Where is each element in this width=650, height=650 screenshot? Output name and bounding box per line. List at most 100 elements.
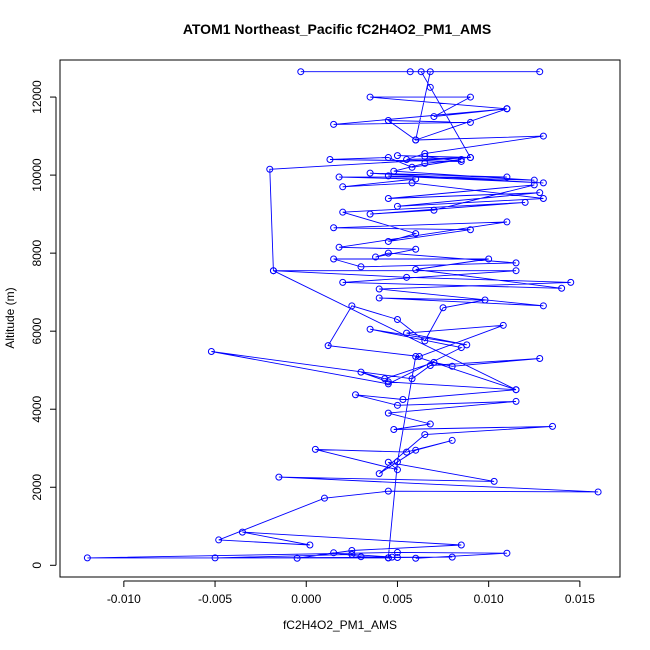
data-point [352, 391, 360, 399]
data-point [412, 230, 420, 238]
data-point [426, 420, 434, 428]
data-point [339, 278, 347, 286]
x-tick-label: 0.010 [474, 592, 504, 606]
data-point [466, 154, 474, 162]
x-tick-label: -0.010 [107, 592, 141, 606]
data-point [366, 93, 374, 101]
data-point [539, 302, 547, 310]
data-point [539, 179, 547, 187]
data-point [384, 249, 392, 257]
y-tick-label: 2000 [30, 474, 44, 501]
data-point [393, 548, 401, 556]
data-point [384, 172, 392, 180]
data-point [412, 554, 420, 562]
data-point [390, 426, 398, 434]
data-point [366, 169, 374, 177]
data-point [530, 181, 538, 189]
x-tick-label: -0.005 [198, 592, 232, 606]
data-point [403, 329, 411, 337]
data-point [366, 210, 374, 218]
data-point [594, 488, 602, 496]
data-point [512, 386, 520, 394]
data-point [324, 342, 332, 350]
data-point [503, 173, 511, 181]
data-point [457, 541, 465, 549]
data-point [403, 448, 411, 456]
x-tick-label: 0.005 [382, 592, 412, 606]
x-axis-label: fC2H4O2_PM1_AMS [283, 618, 397, 632]
data-point [339, 183, 347, 191]
y-tick-label: 12000 [30, 80, 44, 114]
data-point [430, 206, 438, 214]
data-point [339, 208, 347, 216]
data-point [421, 150, 429, 158]
data-point [320, 494, 328, 502]
data-point [421, 159, 429, 167]
data-point [335, 173, 343, 181]
data-point [207, 347, 215, 355]
data-point [457, 155, 465, 163]
data-point [330, 120, 338, 128]
data-point [408, 179, 416, 187]
data-point [426, 83, 434, 91]
data-point [485, 255, 493, 263]
data-point [490, 477, 498, 485]
data-point [466, 226, 474, 234]
data-point [238, 528, 246, 536]
data-point [408, 163, 416, 171]
data-point [375, 470, 383, 478]
data-point [536, 189, 544, 197]
data-point [375, 285, 383, 293]
data-point [388, 553, 396, 561]
data-point [330, 549, 338, 557]
data-point [421, 152, 429, 160]
x-tick-label: 0.015 [565, 592, 595, 606]
data-point [408, 375, 416, 383]
data-point [412, 446, 420, 454]
data-point [412, 266, 420, 274]
data-point [83, 554, 91, 562]
data-point [448, 553, 456, 561]
y-axis: 0 2000 4000 6000 8000 10000 12000 [30, 80, 57, 569]
data-point [539, 132, 547, 140]
data-point [536, 68, 544, 76]
data-point [430, 113, 438, 121]
data-point [269, 267, 277, 275]
data-point [512, 259, 520, 267]
data-point [330, 255, 338, 263]
data-point [306, 541, 314, 549]
data-point [335, 243, 343, 251]
y-tick-label: 10000 [30, 158, 44, 192]
data-point [393, 466, 401, 474]
data-point [503, 549, 511, 557]
data-point [384, 380, 392, 388]
data-point [393, 152, 401, 160]
data-point [275, 473, 283, 481]
data-point [481, 296, 489, 304]
data-point [357, 263, 365, 271]
series-line [87, 71, 599, 559]
series-layer [83, 68, 602, 562]
data-point [366, 325, 374, 333]
data-point [457, 344, 465, 352]
data-point [439, 304, 447, 312]
plot-frame [59, 59, 621, 578]
y-tick-label: 6000 [30, 318, 44, 345]
data-point [503, 105, 511, 113]
data-point [384, 154, 392, 162]
data-point [412, 136, 420, 144]
data-point [403, 155, 411, 163]
data-point [384, 195, 392, 203]
data-point [415, 353, 423, 361]
data-point [549, 422, 557, 430]
x-tick-label: 0.000 [291, 592, 321, 606]
data-point [215, 536, 223, 544]
data-point [357, 553, 365, 561]
data-point [384, 487, 392, 495]
y-tick-label: 4000 [30, 396, 44, 423]
data-point [448, 362, 456, 370]
data-point [403, 273, 411, 281]
x-axis: -0.010 -0.005 0.000 0.005 0.010 0.015 [107, 580, 595, 606]
